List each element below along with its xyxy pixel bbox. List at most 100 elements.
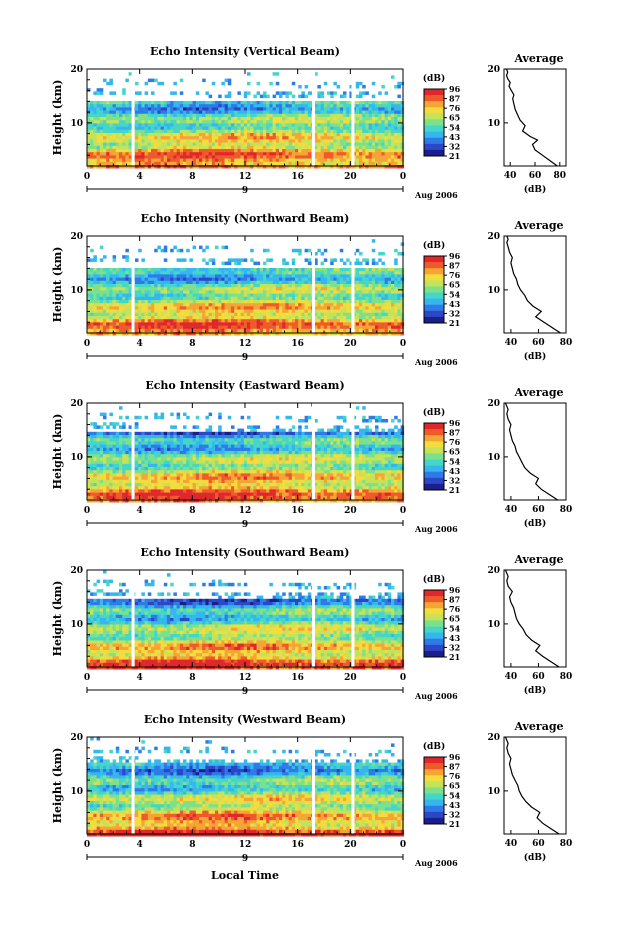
heatmap-cell bbox=[189, 306, 193, 310]
heatmap-cell bbox=[211, 319, 216, 323]
heatmap-cell bbox=[346, 435, 350, 439]
heatmap-cell bbox=[394, 300, 398, 304]
heatmap-cell bbox=[336, 319, 341, 323]
colorbar-swatch bbox=[424, 131, 444, 139]
heatmap-cell bbox=[160, 274, 165, 278]
heatmap-cell bbox=[119, 271, 123, 275]
heatmap-cell bbox=[173, 300, 177, 304]
heatmap-cell bbox=[234, 261, 238, 266]
heatmap-cell bbox=[275, 328, 280, 333]
x-tick-label: 0 bbox=[84, 172, 90, 182]
heatmap-cell bbox=[272, 161, 277, 166]
heatmap-cell bbox=[272, 274, 277, 278]
heatmap-cell bbox=[371, 126, 376, 131]
heatmap-cell bbox=[384, 142, 389, 147]
heatmap-cell bbox=[336, 165, 341, 169]
heatmap-cell bbox=[99, 126, 104, 131]
heatmap-cell bbox=[282, 145, 286, 150]
heatmap-cell bbox=[154, 274, 158, 278]
heatmap-cell bbox=[144, 110, 149, 115]
heatmap-cell bbox=[320, 117, 325, 121]
heatmap-cell bbox=[282, 142, 286, 147]
heatmap-cell bbox=[144, 158, 149, 163]
heatmap-cell bbox=[371, 284, 376, 288]
heatmap-cell bbox=[195, 306, 200, 310]
heatmap-cell bbox=[330, 165, 334, 169]
heatmap-cell bbox=[387, 136, 392, 140]
heatmap-cell bbox=[128, 287, 133, 291]
heatmap-cell bbox=[179, 123, 184, 127]
heatmap-cell bbox=[327, 322, 331, 326]
heatmap-cell bbox=[115, 117, 120, 121]
heatmap-cell bbox=[259, 328, 264, 333]
heatmap-cell bbox=[109, 129, 113, 134]
heatmap-cell bbox=[282, 332, 286, 336]
heatmap-cell bbox=[253, 312, 257, 317]
heatmap-cell bbox=[365, 316, 369, 320]
heatmap-cell bbox=[231, 293, 235, 298]
heatmap-cell bbox=[314, 133, 318, 137]
heatmap-cell bbox=[355, 280, 360, 285]
heatmap-cell bbox=[346, 142, 350, 147]
heatmap-cell bbox=[195, 165, 200, 169]
heatmap-cell bbox=[317, 274, 321, 278]
heatmap-cell bbox=[375, 158, 379, 163]
heatmap-cell bbox=[167, 123, 171, 127]
heatmap-cell bbox=[362, 133, 366, 137]
heatmap-cell bbox=[346, 325, 350, 330]
heatmap-cell bbox=[333, 322, 337, 326]
heatmap-cell bbox=[183, 271, 187, 275]
heatmap-cell bbox=[221, 290, 225, 294]
heatmap-cell bbox=[157, 133, 161, 137]
heatmap-cell bbox=[298, 145, 302, 150]
heatmap-cell bbox=[263, 322, 267, 326]
heatmap-cell bbox=[202, 101, 206, 105]
heatmap-cell bbox=[119, 284, 123, 288]
heatmap-cell bbox=[349, 293, 353, 298]
heatmap-cell bbox=[295, 271, 299, 275]
heatmap-cell bbox=[304, 268, 309, 272]
heatmap-cell bbox=[237, 300, 241, 304]
heatmap-cell bbox=[205, 293, 209, 298]
heatmap-cell bbox=[147, 268, 152, 272]
heatmap-cell bbox=[141, 129, 145, 134]
heatmap-cell bbox=[151, 319, 155, 323]
heatmap-cell bbox=[333, 149, 337, 153]
heatmap-cell bbox=[279, 129, 283, 134]
heatmap-cell bbox=[103, 101, 107, 105]
heatmap-cell bbox=[135, 303, 139, 307]
heatmap-cell bbox=[189, 293, 193, 298]
heatmap-cell bbox=[323, 101, 328, 105]
heatmap-cell bbox=[192, 113, 197, 118]
heatmap-cell bbox=[397, 81, 401, 86]
data-gap-line bbox=[351, 69, 355, 166]
y-axis-label: Height (km) bbox=[51, 80, 64, 156]
colorbar-swatch bbox=[424, 107, 444, 114]
heatmap-cell bbox=[295, 139, 299, 143]
heatmap-cell bbox=[243, 149, 248, 153]
heatmap-cell bbox=[176, 293, 181, 298]
heatmap-cell bbox=[355, 104, 360, 108]
heatmap-cell bbox=[189, 325, 193, 330]
heatmap-cell bbox=[285, 158, 289, 163]
heatmap-cell bbox=[266, 296, 270, 301]
heatmap-cell bbox=[269, 129, 273, 134]
heatmap-cell bbox=[119, 126, 123, 131]
heatmap-cell bbox=[202, 316, 206, 320]
heatmap-cell bbox=[397, 319, 401, 323]
heatmap-cell bbox=[128, 306, 133, 310]
heatmap-cell bbox=[387, 117, 392, 121]
heatmap-cell bbox=[87, 290, 91, 294]
heatmap-cell bbox=[192, 117, 197, 121]
heatmap-cell bbox=[176, 104, 181, 108]
heatmap-cell bbox=[391, 107, 395, 111]
heatmap-cell bbox=[295, 316, 299, 320]
heatmap-cell bbox=[195, 290, 200, 294]
heatmap-cell bbox=[199, 136, 203, 140]
heatmap-cell bbox=[394, 123, 398, 127]
heatmap-cell bbox=[314, 165, 318, 169]
heatmap-cell bbox=[157, 161, 161, 166]
heatmap-cell bbox=[163, 306, 168, 310]
heatmap-cell bbox=[243, 268, 248, 272]
heatmap-cell bbox=[208, 309, 213, 314]
